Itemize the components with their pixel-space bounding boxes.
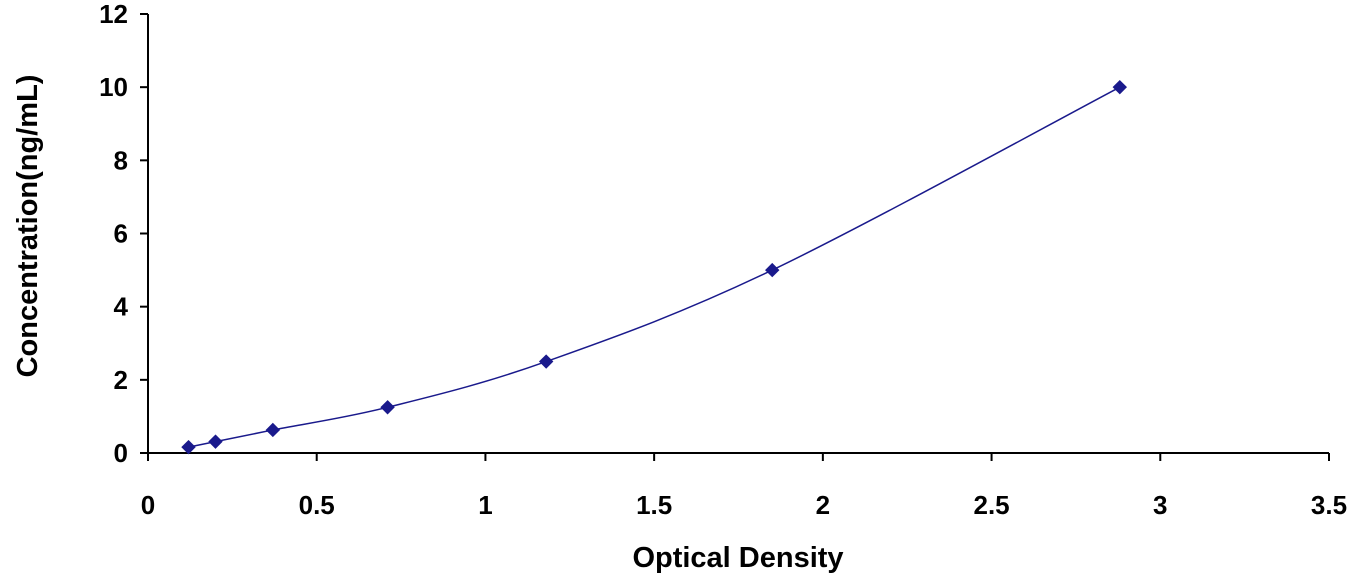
data-point-diamond xyxy=(1112,79,1127,95)
data-points xyxy=(181,79,1127,455)
x-axis-title: Optical Density xyxy=(632,542,843,574)
x-tick-label: 2.5 xyxy=(973,490,1009,520)
x-tick-label: 3.5 xyxy=(1311,490,1347,520)
x-tick-label: 1.5 xyxy=(636,490,672,520)
data-point-diamond xyxy=(208,434,223,449)
x-tick-label: 0 xyxy=(141,490,155,520)
x-tick-label: 2 xyxy=(816,490,830,520)
tick-labels: 0 2 4 6 8 10 12 0 0.5 1 1.5 2 2.5 3 3.5 xyxy=(99,0,1347,520)
axes xyxy=(140,13,1330,461)
y-tick-label: 2 xyxy=(114,365,128,395)
data-point-diamond xyxy=(181,439,196,455)
y-tick-label: 6 xyxy=(114,219,128,249)
y-axis-title: Concentration(ng/mL) xyxy=(12,75,44,378)
fit-curve-line xyxy=(188,86,1121,448)
y-tick-label: 12 xyxy=(99,0,128,29)
x-tick-label: 0.5 xyxy=(299,490,335,520)
y-tick-label: 0 xyxy=(114,438,128,468)
y-tick-label: 4 xyxy=(114,292,129,322)
x-tick-label: 1 xyxy=(478,490,492,520)
x-tick-label: 3 xyxy=(1153,490,1167,520)
y-tick-label: 8 xyxy=(114,145,128,175)
y-tick-label: 10 xyxy=(99,72,128,102)
data-point-diamond xyxy=(265,422,281,438)
fit-curve xyxy=(188,86,1121,448)
data-point-diamond xyxy=(538,354,554,369)
data-point-diamond xyxy=(380,400,395,415)
data-point-diamond xyxy=(765,262,780,278)
